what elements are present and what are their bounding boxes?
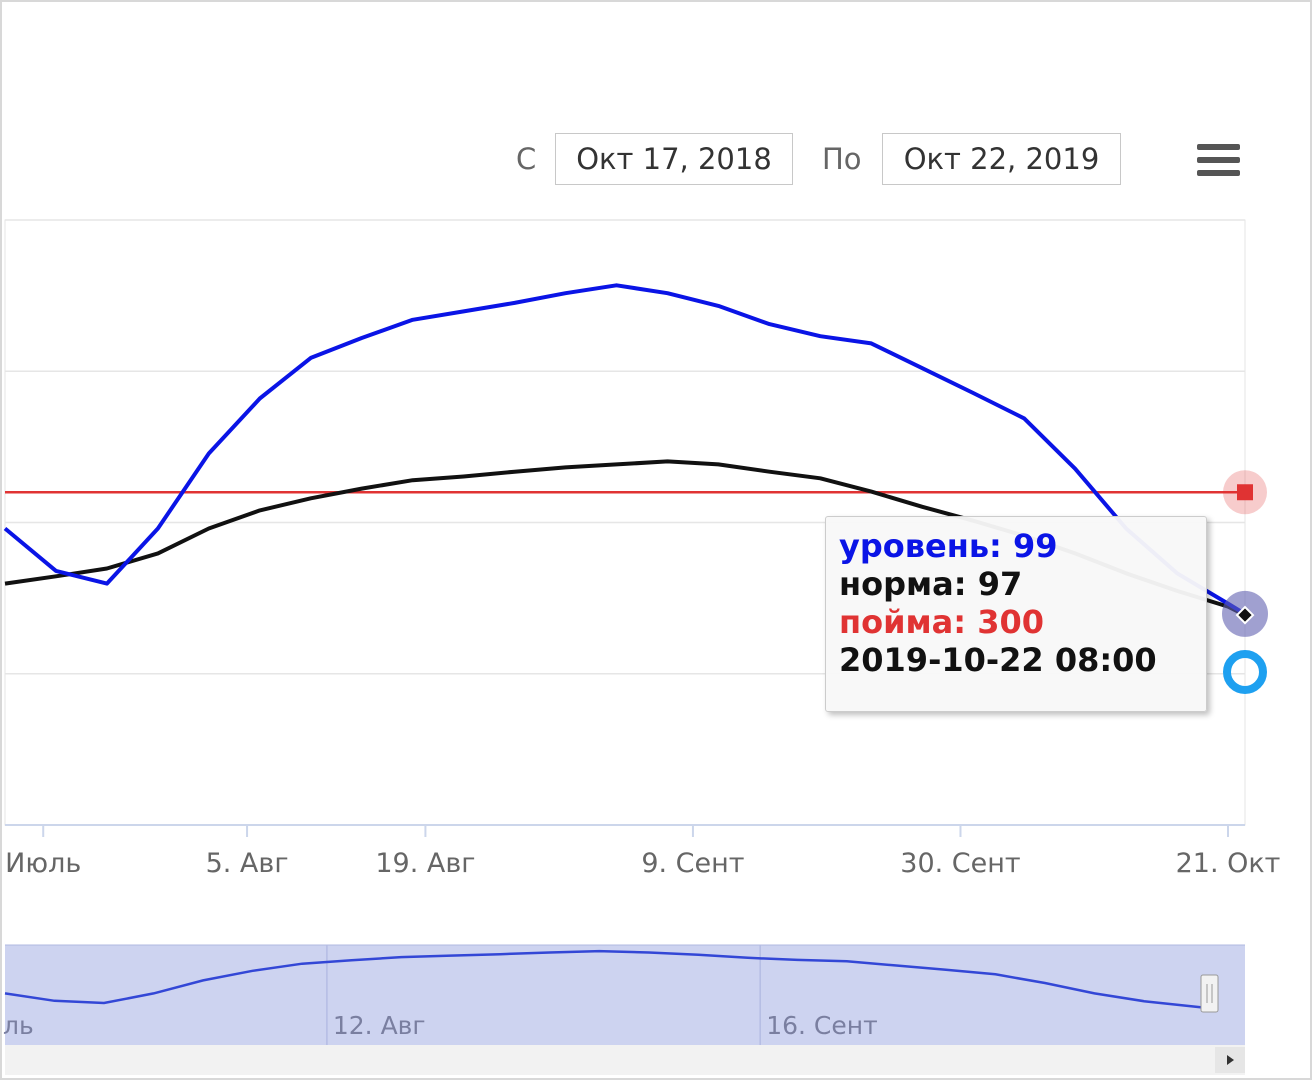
scrollbar[interactable] (5, 1045, 1245, 1075)
navigator-line (4, 949, 1211, 1010)
range-from-input[interactable]: Окт 17, 2018 (555, 133, 793, 185)
tooltip-series-name: уровень (839, 527, 990, 565)
marker (1237, 484, 1253, 501)
menu-bar (1197, 157, 1240, 163)
x-tick-label: 9. Сент (641, 848, 744, 879)
tooltip-value: 97 (977, 565, 1023, 603)
x-tick-label: 21. Окт (1176, 848, 1281, 879)
tooltip-row: норма: 97 (839, 565, 1206, 603)
tooltip-series-name: пойма (839, 603, 954, 641)
tooltip: уровень: 99 норма: 97 пойма: 300 2019-10-22… (825, 516, 1207, 712)
x-tick-label: 30. Сент (900, 848, 1020, 879)
range-to-input[interactable]: Окт 22, 2019 (882, 133, 1121, 185)
marker-ring (1223, 650, 1267, 694)
navigator-tick-label: ль (3, 1011, 34, 1040)
x-tick-label: Июль (5, 848, 81, 879)
navigator-handle[interactable] (1200, 974, 1219, 1013)
navigator-mask (5, 945, 1245, 1045)
tooltip-series-name: норма (839, 565, 954, 603)
tooltip-separator: : (953, 603, 978, 641)
range-to-label: По (822, 142, 862, 176)
navigator-tick-label: 16. Сент (766, 1011, 877, 1040)
tooltip-value: 99 (1012, 527, 1058, 565)
scroll-arrow (1227, 1055, 1234, 1065)
navigator-tick-label: 12. Авг (333, 1011, 426, 1040)
tooltip-row: пойма: 300 (839, 603, 1206, 641)
x-tick-label: 5. Авг (206, 848, 289, 879)
series-line (3, 283, 1247, 616)
range-from-label: С (516, 142, 537, 176)
tooltip-separator: : (953, 565, 978, 603)
marker (1235, 605, 1255, 625)
menu-bar (1197, 144, 1240, 150)
menu-icon[interactable] (1197, 144, 1240, 176)
menu-bar (1197, 170, 1240, 176)
tooltip-separator: : (989, 527, 1013, 565)
tooltip-row: уровень: 99 (839, 527, 1206, 565)
tooltip-value: 300 (977, 603, 1044, 641)
tooltip-date: 2019-10-22 08:00 (839, 641, 1157, 679)
x-tick-label: 19. Авг (375, 848, 475, 879)
